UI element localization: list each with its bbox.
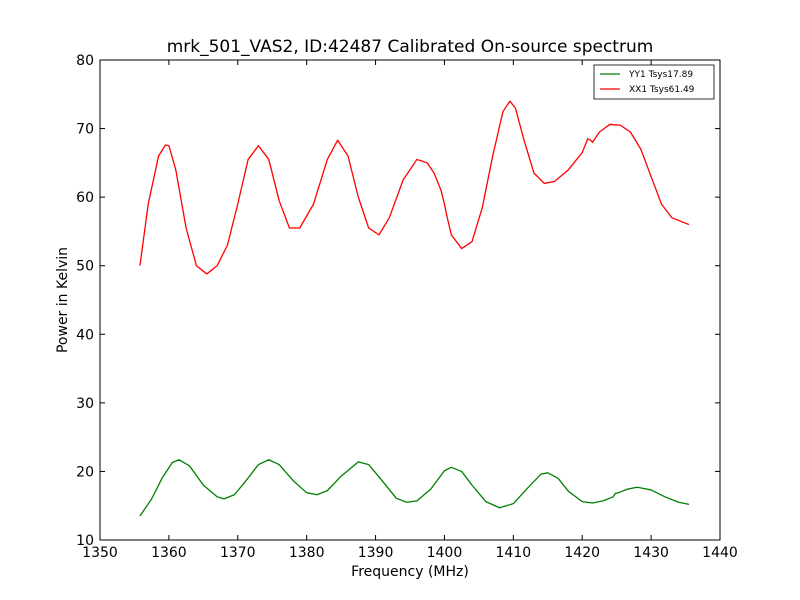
x-tick-label: 1350 (82, 545, 118, 561)
x-tick-label: 1360 (151, 545, 187, 561)
x-tick-label: 1400 (427, 545, 463, 561)
y-tick-label: 80 (76, 53, 94, 69)
y-tick-label: 40 (76, 327, 94, 343)
series-line-1 (139, 100, 690, 275)
x-tick-label: 1430 (633, 545, 669, 561)
legend-box (593, 64, 715, 100)
y-tick-label: 20 (76, 464, 94, 480)
x-axis-title: Frequency (MHz) (351, 564, 469, 580)
y-tick-label: 30 (76, 396, 94, 412)
y-axis-title: Power in Kelvin (55, 247, 71, 353)
plot-frame (99, 59, 721, 541)
y-tick-label: 70 (76, 122, 94, 138)
y-tick-label: 50 (76, 259, 94, 275)
chart-title: mrk_501_VAS2, ID:42487 Calibrated On-sou… (167, 37, 654, 57)
y-axis-ticks: 10 20 30 40 50 60 70 80 (76, 53, 720, 549)
x-axis-ticks: 1350 1360 1370 1380 1390 1400 1410 1420 1430 1440 (82, 60, 738, 561)
plot-lines (139, 100, 690, 517)
y-tick-label: 60 (76, 190, 94, 206)
series-line-0 (139, 459, 690, 517)
y-tick-label: 10 (76, 533, 94, 549)
legend: YY1 Tsys17.89 XX1 Tsys61.49 (593, 64, 715, 100)
x-tick-label: 1410 (496, 545, 532, 561)
x-tick-label: 1370 (220, 545, 256, 561)
x-tick-label: 1380 (289, 545, 325, 561)
x-tick-label: 1440 (702, 545, 738, 561)
x-tick-label: 1390 (358, 545, 394, 561)
x-tick-label: 1420 (564, 545, 600, 561)
legend-label-0: YY1 Tsys17.89 (628, 70, 693, 80)
legend-label-1: XX1 Tsys61.49 (629, 85, 695, 95)
